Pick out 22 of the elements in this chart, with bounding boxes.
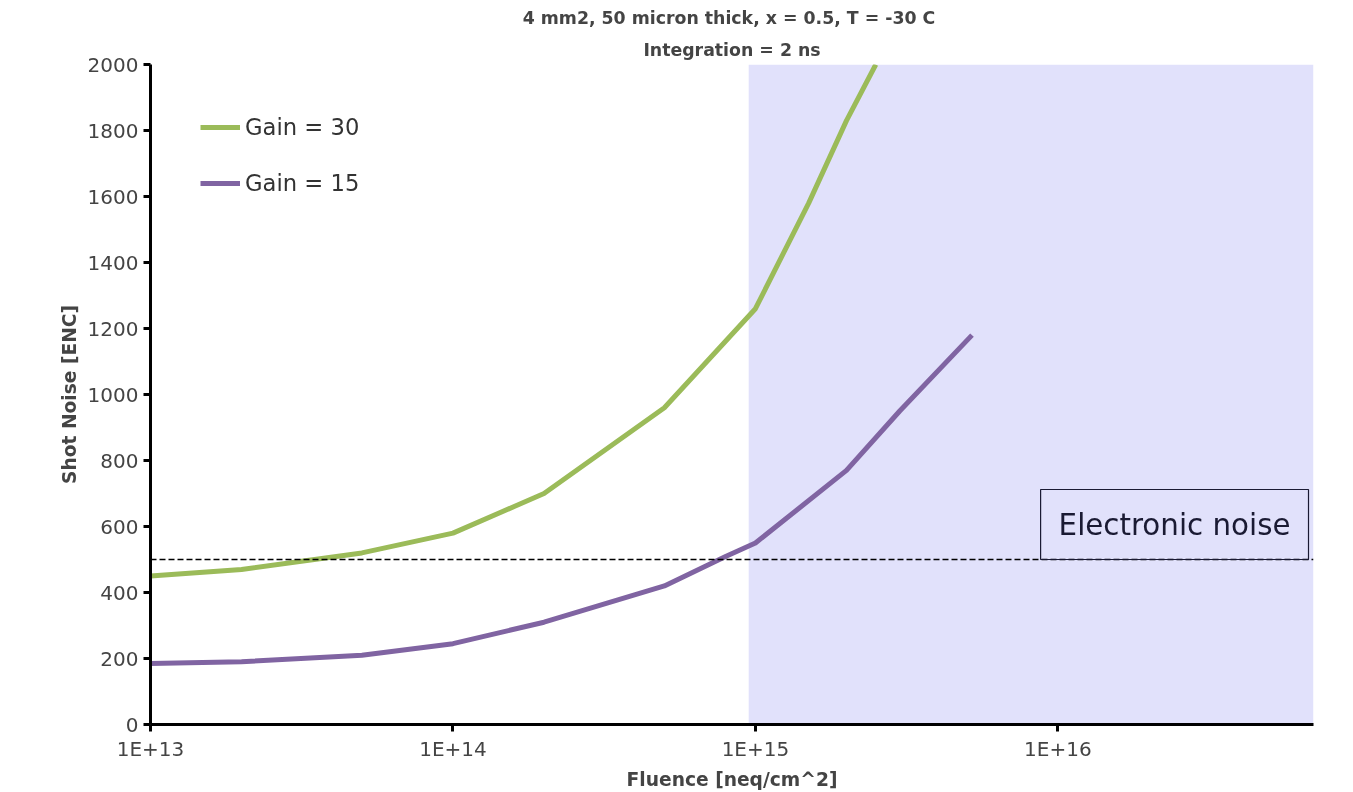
x-tick-label: 1E+15	[721, 736, 790, 761]
x-tick-label: 1E+16	[1024, 736, 1092, 761]
chart-title: 4 mm2, 50 micron thick, x = 0.5, T = -30 C	[522, 7, 936, 28]
y-tick-label: 1000	[87, 382, 139, 407]
y-tick-label: 200	[100, 646, 139, 671]
legend-label: Gain = 15	[245, 170, 360, 196]
x-tick-label: 1E+14	[419, 736, 487, 761]
y-tick-label: 600	[100, 514, 139, 539]
x-axis-title: Fluence [neq/cm^2]	[626, 768, 838, 790]
y-tick-label: 1600	[87, 184, 139, 209]
chart-subtitle: Integration = 2 ns	[643, 39, 821, 60]
y-tick-label: 800	[100, 448, 139, 473]
y-tick-label: 400	[100, 580, 139, 605]
y-tick-label: 1400	[87, 250, 139, 275]
y-tick-label: 2000	[87, 52, 139, 77]
y-tick-label: 0	[125, 712, 139, 737]
y-tick-label: 1800	[87, 118, 139, 143]
y-axis-title: Shot Noise [ENC]	[58, 304, 80, 485]
ref-line-label: Electronic noise	[1058, 507, 1291, 542]
x-tick-label: 1E+13	[116, 736, 185, 761]
y-tick-label: 1200	[87, 316, 139, 341]
legend-label: Gain = 30	[245, 114, 360, 140]
